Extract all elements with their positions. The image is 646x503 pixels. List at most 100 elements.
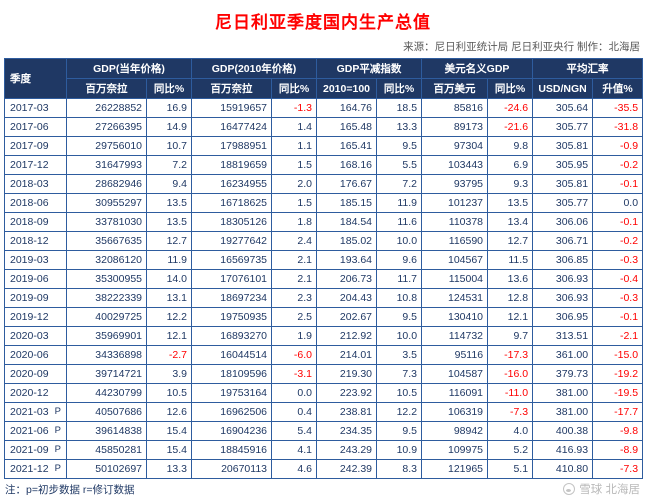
value-cell: 12.6 [146,402,192,422]
value-cell: -0.9 [592,136,644,156]
table-row: 2018-12 35667635 12.7 19277642 2.4 185.02 10.0… [4,231,644,251]
value-cell: 6.9 [487,155,534,175]
value-cell: -0.2 [592,231,644,251]
table-row: 2020-06 34336898 -2.7 16044514 -6.0 214.01 3.5… [4,345,644,365]
value-cell: 11.9 [376,193,423,213]
value-cell: 15919657 [191,98,272,118]
subheader-cell: 升值% [592,78,644,99]
value-cell: 13.3 [146,459,192,479]
table-row: 2020-12 44230799 10.5 19753164 0.0 223.92 10.5… [4,383,644,403]
value-cell: 30955297 [66,193,147,213]
value-cell: 379.73 [532,364,594,384]
value-cell: -3.1 [270,364,318,384]
value-cell: 13.1 [146,288,192,308]
value-cell: 11.7 [376,269,423,289]
value-cell: 5.5 [376,155,423,175]
table-row: 2018-06 30955297 13.5 16718625 1.5 185.15 11.9… [4,193,644,213]
value-cell: 31647993 [66,155,147,175]
quarter-cell: 2019-09 [4,288,67,308]
value-cell: 12.7 [487,231,534,251]
value-cell: 10.5 [146,383,192,403]
table-row: 2018-09 33781030 13.5 18305126 1.8 184.54 11.6… [4,212,644,232]
quarter-cell: 2020-12 [4,383,67,403]
table-row: 2017-09 29756010 10.7 17988951 1.1 165.41 9.5 9… [4,136,644,156]
quarter-cell: 2020-06 [4,345,67,365]
quarter-cell: 2017-06 [4,117,67,137]
value-cell: 109975 [421,440,489,460]
preliminary-flag: P [54,406,61,417]
value-cell: 9.5 [376,136,423,156]
value-cell: 168.16 [316,155,378,175]
value-cell: -2.1 [592,326,644,346]
table-row: 2018-03 28682946 9.4 16234955 2.0 176.67 7.2 93… [4,174,644,194]
value-cell: 10.0 [376,326,423,346]
value-cell: 11.5 [487,250,534,270]
value-cell: 306.93 [532,269,594,289]
value-cell: 5.1 [487,459,534,479]
value-cell: 2.1 [270,269,318,289]
table-header: 季度 GDP(当年价格) GDP(2010年价格) GDP平减指数 美元名义GDP 平均汇… [4,58,644,99]
value-cell: 2.5 [270,307,318,327]
quarter-cell: 2020-09 [4,364,67,384]
value-cell: 17076101 [191,269,272,289]
column-group-header: GDP平减指数 [316,58,423,79]
column-group-header: 季度 [4,58,67,99]
value-cell: 50102697 [66,459,147,479]
subheader-cell: USD/NGN [532,78,594,99]
value-cell: -17.7 [592,402,644,422]
value-cell: 305.81 [532,174,594,194]
value-cell: 7.3 [376,364,423,384]
value-cell: 7.2 [146,155,192,175]
value-cell: 306.95 [532,307,594,327]
value-cell: 11.6 [376,212,423,232]
value-cell: 16477424 [191,117,272,137]
value-cell: 35667635 [66,231,147,251]
value-cell: 12.8 [487,288,534,308]
value-cell: 305.77 [532,193,594,213]
subheader-cell: 百万奈拉 [191,78,272,99]
value-cell: 14.9 [146,117,192,137]
value-cell: 14.0 [146,269,192,289]
value-cell: 116091 [421,383,489,403]
column-group-header: GDP(当年价格) [66,58,192,79]
value-cell: -0.1 [592,212,644,232]
value-cell: 184.54 [316,212,378,232]
value-cell: 27266395 [66,117,147,137]
value-cell: 10.9 [376,440,423,460]
value-cell: -0.1 [592,174,644,194]
value-cell: 16893270 [191,326,272,346]
value-cell: 4.1 [270,440,318,460]
value-cell: 33781030 [66,212,147,232]
value-cell: 3.5 [376,345,423,365]
watermark: 雪球 北海居 [563,481,642,497]
value-cell: 4.6 [270,459,318,479]
table-row: 2017-06 27266395 14.9 16477424 1.4 165.48 13.3… [4,117,644,137]
quarter-cell: P 2021-09 [4,440,67,460]
preliminary-flag: P [54,463,61,474]
header-sub-row: 百万奈拉 同比% 百万奈拉 同比% 2010=100 同比% 百万美元 同比% USD/NGN 升… [5,78,644,99]
preliminary-flag: P [54,444,61,455]
value-cell: 5.4 [270,421,318,441]
subheader-cell: 同比% [487,78,534,99]
value-cell: -21.6 [487,117,534,137]
table-row: 2017-12 31647993 7.2 18819659 1.5 168.16 5.5 10… [4,155,644,175]
value-cell: 400.38 [532,421,594,441]
value-cell: 223.92 [316,383,378,403]
value-cell: 204.43 [316,288,378,308]
value-cell: 3.9 [146,364,192,384]
value-cell: 5.2 [487,440,534,460]
watermark-text: 雪球 北海居 [579,484,640,496]
value-cell: -15.0 [592,345,644,365]
subheader-cell: 百万奈拉 [66,78,147,99]
page-title: 尼日利亚季度国内生产总值 [215,13,431,32]
value-cell: 0.0 [592,193,644,213]
table-row: 2019-09 38222339 13.1 18697234 2.3 204.43 10.8… [4,288,644,308]
value-cell: -9.8 [592,421,644,441]
value-cell: 10.0 [376,231,423,251]
value-cell: 89173 [421,117,489,137]
value-cell: 185.15 [316,193,378,213]
value-cell: -6.0 [270,345,318,365]
value-cell: 306.71 [532,231,594,251]
xueqiu-logo-icon [563,483,576,495]
